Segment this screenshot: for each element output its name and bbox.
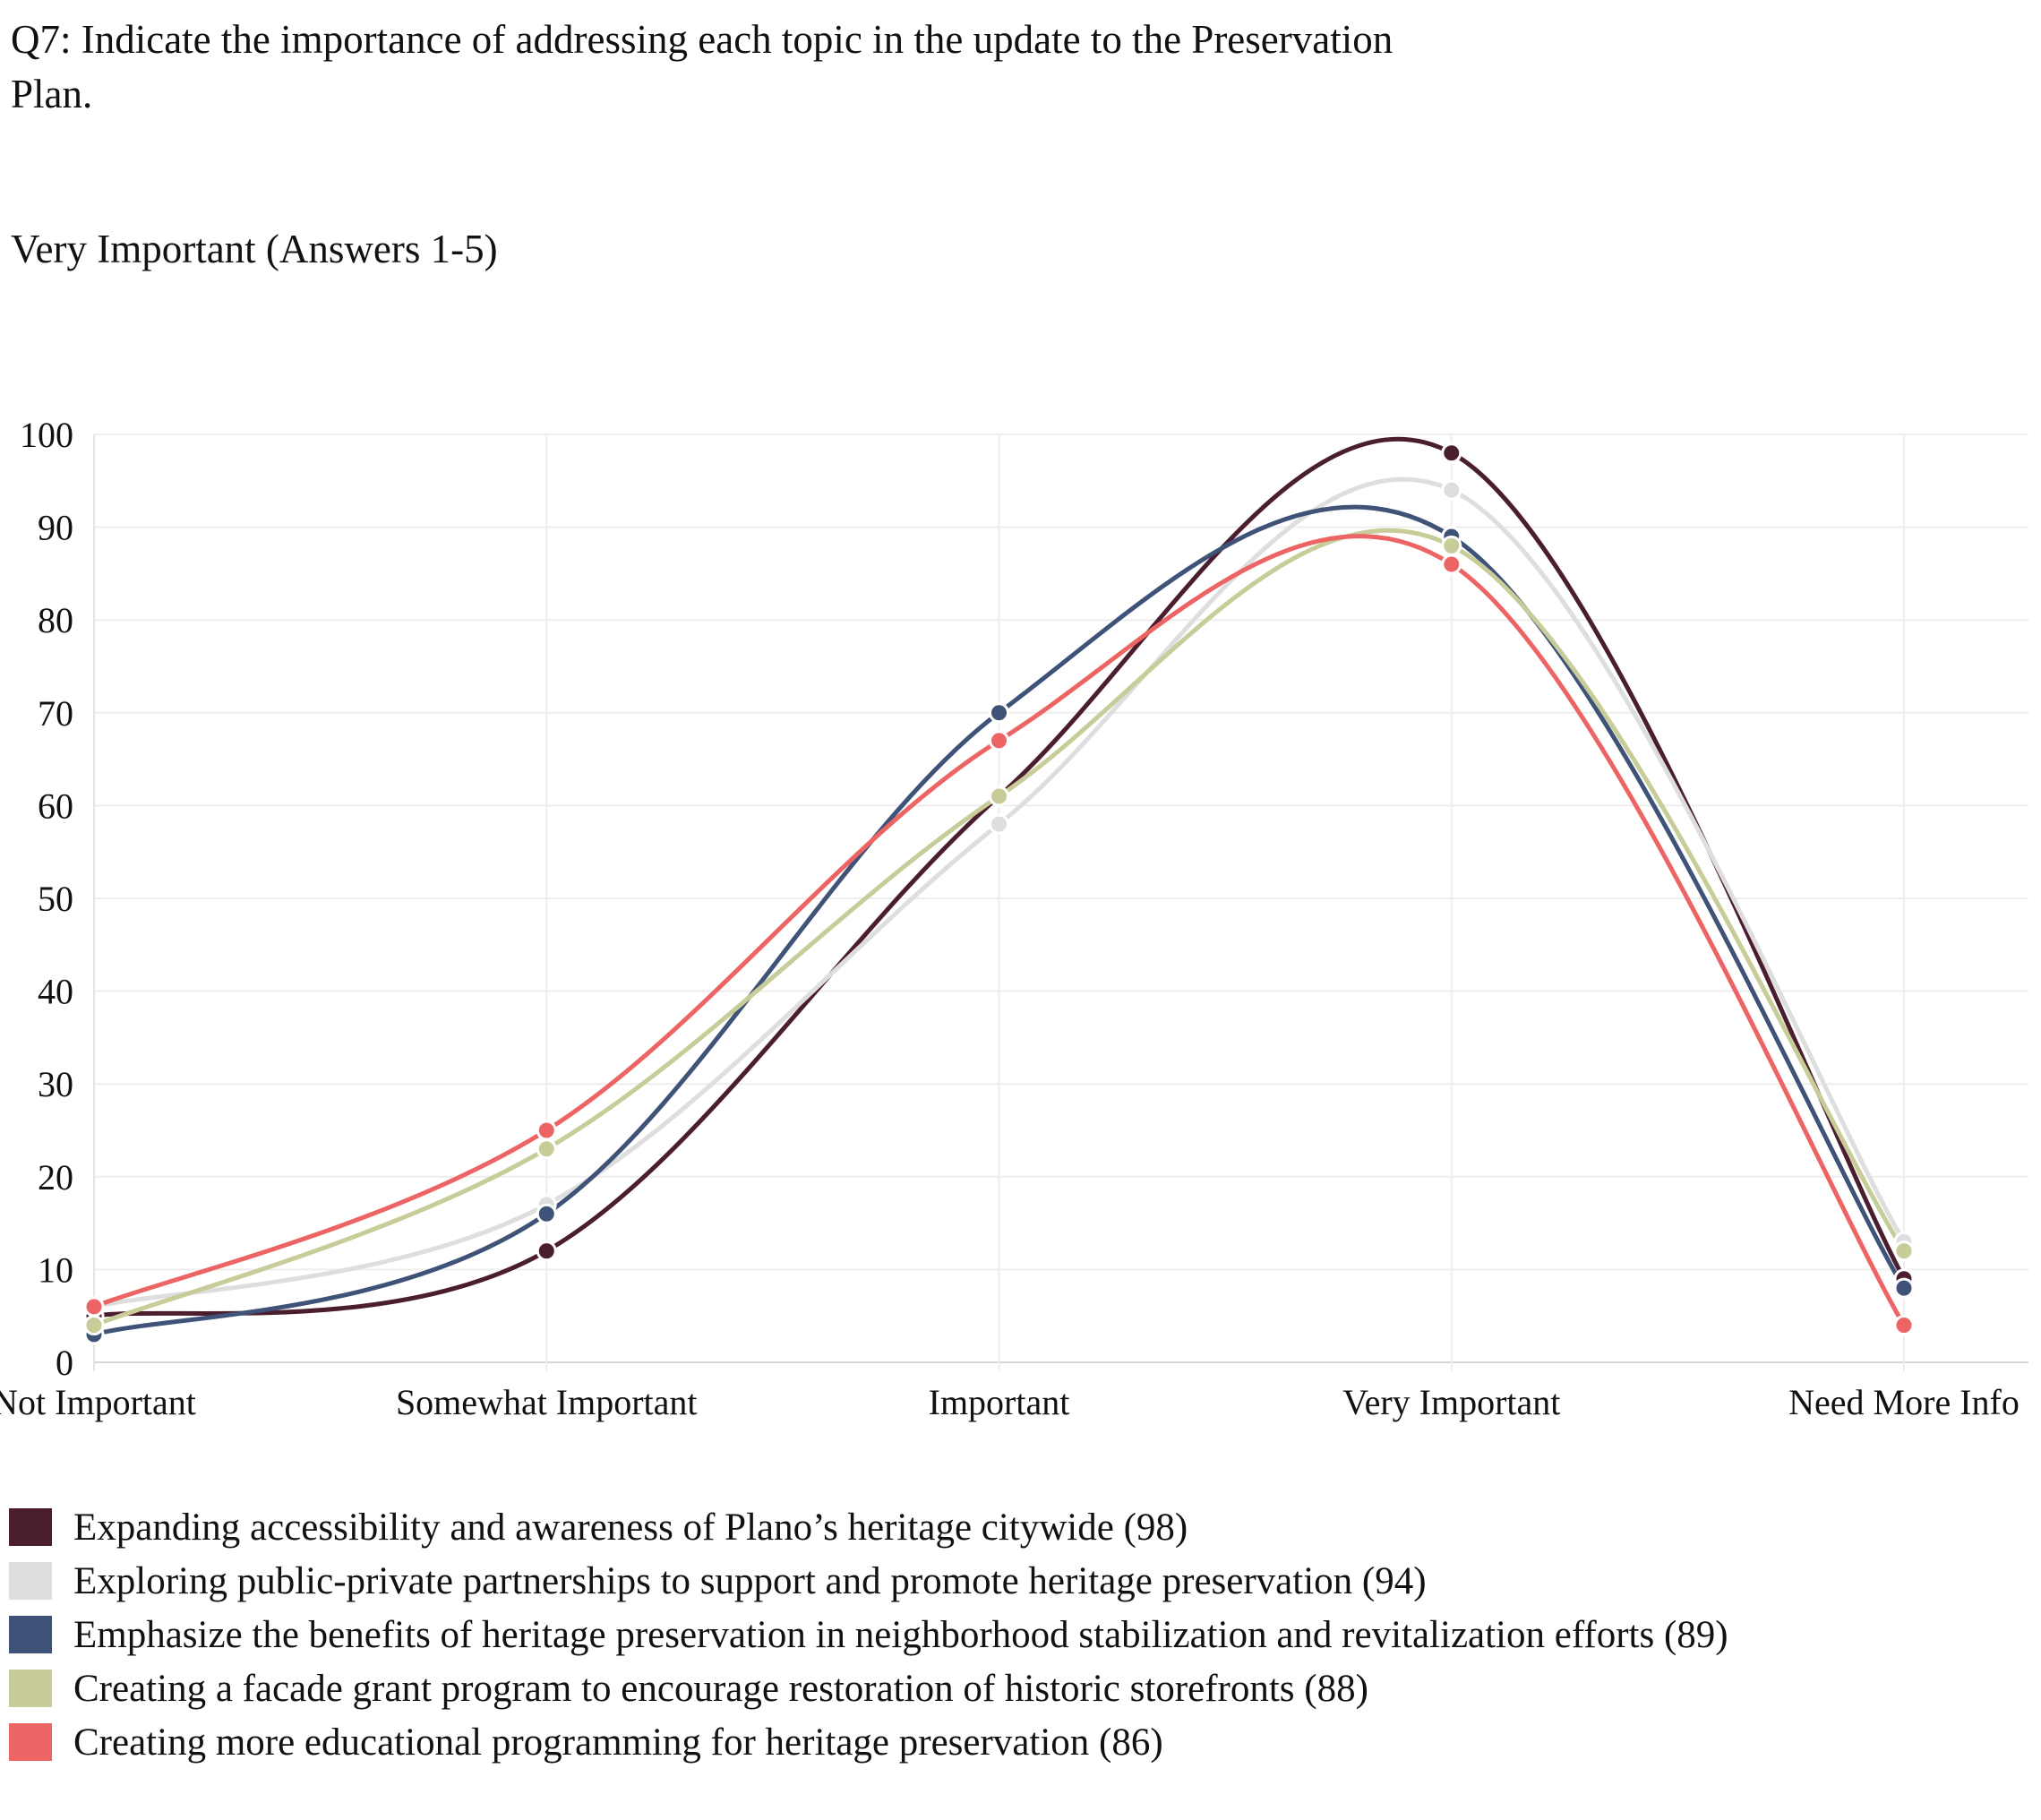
data-point	[536, 1203, 557, 1224]
x-tick-label: Not Important	[0, 1382, 196, 1422]
data-point	[989, 813, 1009, 835]
series-lines	[93, 436, 1907, 1337]
y-tick-label: 40	[38, 972, 73, 1012]
data-point	[1441, 554, 1462, 575]
legend-item[interactable]: Creating a facade grant program to encou…	[9, 1661, 2024, 1715]
legend-label: Creating more educational programming fo…	[73, 1721, 1163, 1764]
legend-swatch	[9, 1508, 52, 1546]
data-point	[1441, 535, 1462, 556]
data-point	[536, 1241, 557, 1262]
legend-item[interactable]: Expanding accessibility and awareness of…	[9, 1500, 2024, 1554]
legend-label: Creating a facade grant program to encou…	[73, 1667, 1368, 1710]
series-line	[93, 534, 1907, 1326]
y-tick-label: 90	[38, 508, 73, 548]
legend-swatch	[9, 1616, 52, 1653]
y-tick-label: 30	[38, 1064, 73, 1104]
y-axis-ticks: 0 10 20 30 40 50 60 70 80 90 100	[20, 415, 73, 1383]
data-point	[989, 702, 1009, 724]
line-chart: 0 10 20 30 40 50 60 70 80 90 100 Not Important Some…	[0, 415, 2028, 1422]
x-tick-label: Somewhat Important	[396, 1382, 698, 1422]
series-line	[93, 504, 1907, 1337]
legend: Expanding accessibility and awareness of…	[9, 1500, 2024, 1769]
data-point	[989, 730, 1009, 751]
data-point	[1441, 479, 1462, 501]
data-point	[1893, 1241, 1915, 1262]
x-tick-label: Need More Info	[1788, 1382, 2020, 1422]
y-tick-label: 100	[20, 415, 73, 455]
data-point	[536, 1120, 557, 1141]
data-point	[83, 1315, 105, 1336]
data-point	[1893, 1277, 1915, 1299]
x-axis-ticks: Not Important Somewhat Important Important…	[0, 1382, 2020, 1422]
chart-title: Q7: Indicate the importance of addressin…	[11, 17, 1394, 116]
gridlines	[93, 434, 2028, 1371]
legend-label: Expanding accessibility and awareness of…	[73, 1506, 1188, 1549]
series-line	[93, 528, 1907, 1327]
data-point	[536, 1138, 557, 1160]
y-tick-label: 0	[56, 1343, 73, 1383]
legend-item[interactable]: Creating more educational programming fo…	[9, 1715, 2024, 1769]
y-tick-label: 20	[38, 1157, 73, 1198]
legend-swatch	[9, 1562, 52, 1600]
series-points	[83, 442, 1915, 1345]
y-tick-label: 80	[38, 600, 73, 640]
y-tick-label: 70	[38, 693, 73, 734]
legend-swatch	[9, 1723, 52, 1761]
legend-swatch	[9, 1670, 52, 1707]
data-point	[1893, 1315, 1915, 1336]
chart-subtitle: Very Important (Answers 1-5)	[11, 227, 498, 271]
legend-label: Emphasize the benefits of heritage prese…	[73, 1613, 1728, 1656]
data-point	[1441, 442, 1462, 464]
y-tick-label: 50	[38, 879, 73, 919]
y-tick-label: 60	[38, 786, 73, 826]
data-point	[989, 786, 1009, 807]
data-point	[83, 1296, 105, 1318]
x-tick-label: Very Important	[1342, 1382, 1560, 1422]
x-tick-label: Important	[929, 1382, 1070, 1422]
y-tick-label: 10	[38, 1249, 73, 1290]
legend-item[interactable]: Exploring public-private partnerships to…	[9, 1554, 2024, 1608]
legend-label: Exploring public-private partnerships to…	[73, 1559, 1427, 1602]
legend-item[interactable]: Emphasize the benefits of heritage prese…	[9, 1608, 2024, 1661]
series-line	[93, 436, 1907, 1318]
series-line	[93, 476, 1907, 1309]
